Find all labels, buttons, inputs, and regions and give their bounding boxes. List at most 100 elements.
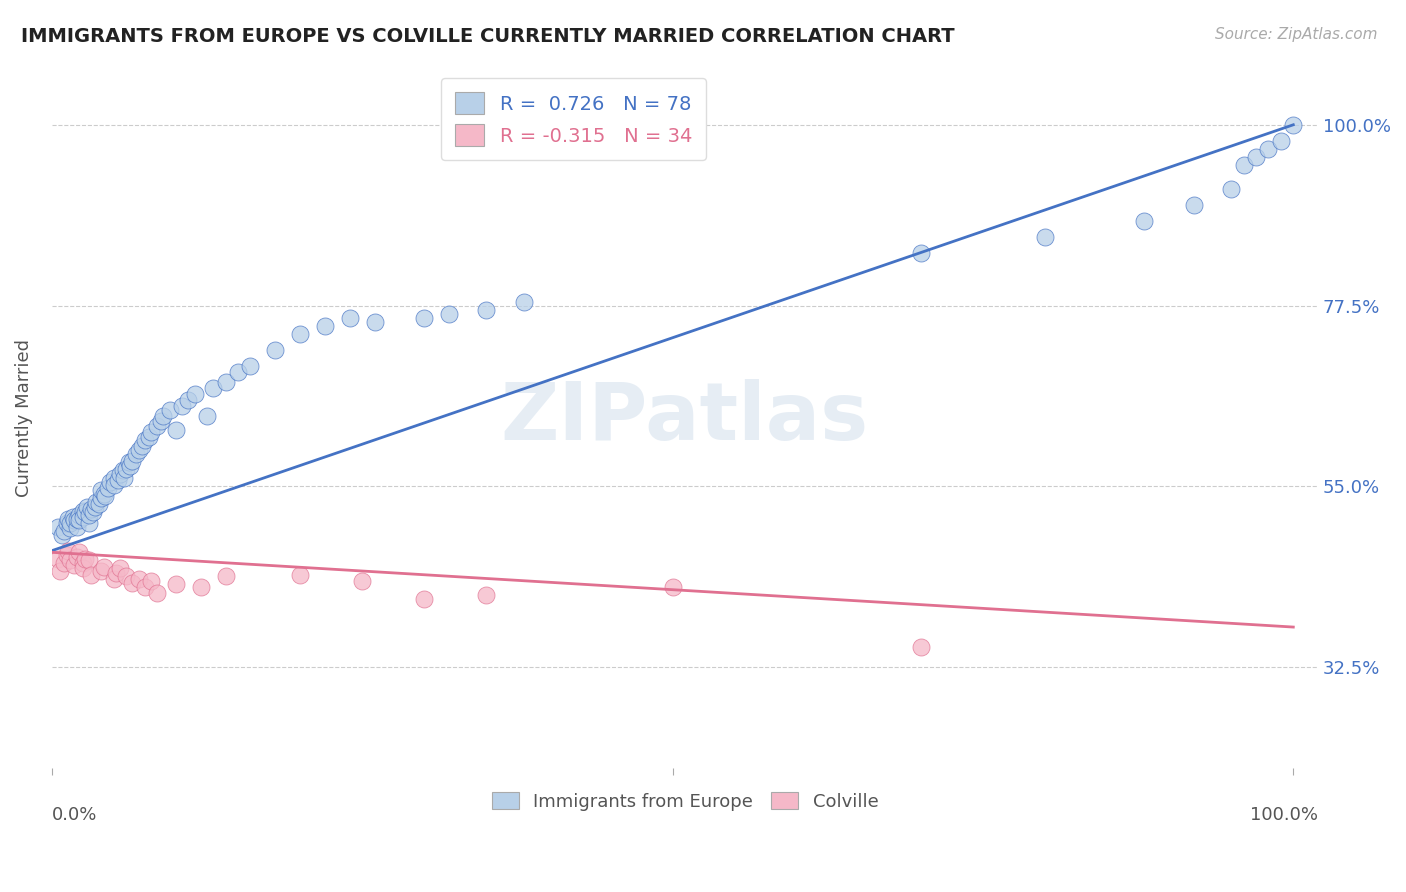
Point — [55, 516, 77, 530]
Point — [139, 574, 162, 589]
Point — [87, 497, 110, 511]
Point — [103, 478, 125, 492]
Point — [90, 491, 112, 506]
Point — [63, 513, 86, 527]
Point — [128, 572, 150, 586]
Point — [51, 527, 73, 541]
Point — [1220, 182, 1243, 196]
Point — [1257, 142, 1279, 156]
Point — [72, 503, 94, 517]
Point — [118, 459, 141, 474]
Point — [437, 307, 460, 321]
Point — [59, 553, 82, 567]
Point — [352, 574, 374, 589]
Point — [115, 461, 138, 475]
Point — [53, 556, 76, 570]
Point — [90, 564, 112, 578]
Point — [67, 508, 90, 522]
Point — [103, 471, 125, 485]
Point — [1182, 198, 1205, 212]
Point — [97, 481, 120, 495]
Point — [76, 500, 98, 514]
Point — [94, 489, 117, 503]
Point — [413, 591, 436, 606]
Point — [195, 409, 218, 423]
Point — [288, 567, 311, 582]
Point — [150, 413, 173, 427]
Text: ZIPatlas: ZIPatlas — [501, 379, 869, 457]
Point — [314, 318, 336, 333]
Point — [165, 577, 187, 591]
Point — [80, 502, 103, 516]
Point — [72, 510, 94, 524]
Point — [177, 392, 200, 407]
Text: 0.0%: 0.0% — [52, 806, 97, 824]
Point — [46, 519, 69, 533]
Point — [152, 409, 174, 423]
Point — [288, 326, 311, 341]
Point — [107, 473, 129, 487]
Point — [339, 310, 361, 325]
Point — [98, 475, 121, 490]
Point — [183, 387, 205, 401]
Point — [67, 545, 90, 559]
Point — [118, 455, 141, 469]
Point — [93, 559, 115, 574]
Text: Source: ZipAtlas.com: Source: ZipAtlas.com — [1215, 27, 1378, 42]
Point — [1270, 134, 1292, 148]
Point — [65, 511, 87, 525]
Point — [134, 580, 156, 594]
Point — [112, 471, 135, 485]
Point — [77, 516, 100, 530]
Point — [134, 433, 156, 447]
Point — [80, 567, 103, 582]
Point — [46, 551, 69, 566]
Point — [121, 453, 143, 467]
Point — [75, 505, 97, 519]
Legend: Immigrants from Europe, Colville: Immigrants from Europe, Colville — [484, 785, 886, 818]
Point — [202, 381, 225, 395]
Point — [138, 429, 160, 443]
Point — [72, 556, 94, 570]
Point — [1244, 150, 1267, 164]
Point — [125, 447, 148, 461]
Point — [264, 343, 287, 357]
Point — [190, 580, 212, 594]
Point — [115, 569, 138, 583]
Point — [62, 510, 84, 524]
Point — [56, 543, 79, 558]
Point — [108, 467, 131, 482]
Point — [56, 511, 79, 525]
Point — [131, 439, 153, 453]
Point — [65, 519, 87, 533]
Point — [661, 580, 683, 594]
Point — [512, 294, 534, 309]
Point — [159, 403, 181, 417]
Point — [63, 558, 86, 573]
Point — [910, 640, 932, 655]
Text: 100.0%: 100.0% — [1250, 806, 1319, 824]
Point — [82, 505, 104, 519]
Point — [475, 302, 498, 317]
Point — [146, 585, 169, 599]
Y-axis label: Currently Married: Currently Married — [15, 339, 32, 497]
Point — [49, 564, 72, 578]
Point — [214, 569, 236, 583]
Point — [108, 561, 131, 575]
Point — [93, 487, 115, 501]
Point — [363, 315, 385, 329]
Point — [59, 516, 82, 530]
Point — [65, 550, 87, 565]
Point — [413, 310, 436, 325]
Point — [121, 575, 143, 590]
Point — [59, 521, 82, 535]
Point — [72, 561, 94, 575]
Point — [475, 588, 498, 602]
Point — [165, 423, 187, 437]
Point — [1282, 118, 1305, 132]
Point — [67, 513, 90, 527]
Point — [53, 524, 76, 538]
Point — [103, 572, 125, 586]
Point — [75, 551, 97, 566]
Point — [910, 246, 932, 260]
